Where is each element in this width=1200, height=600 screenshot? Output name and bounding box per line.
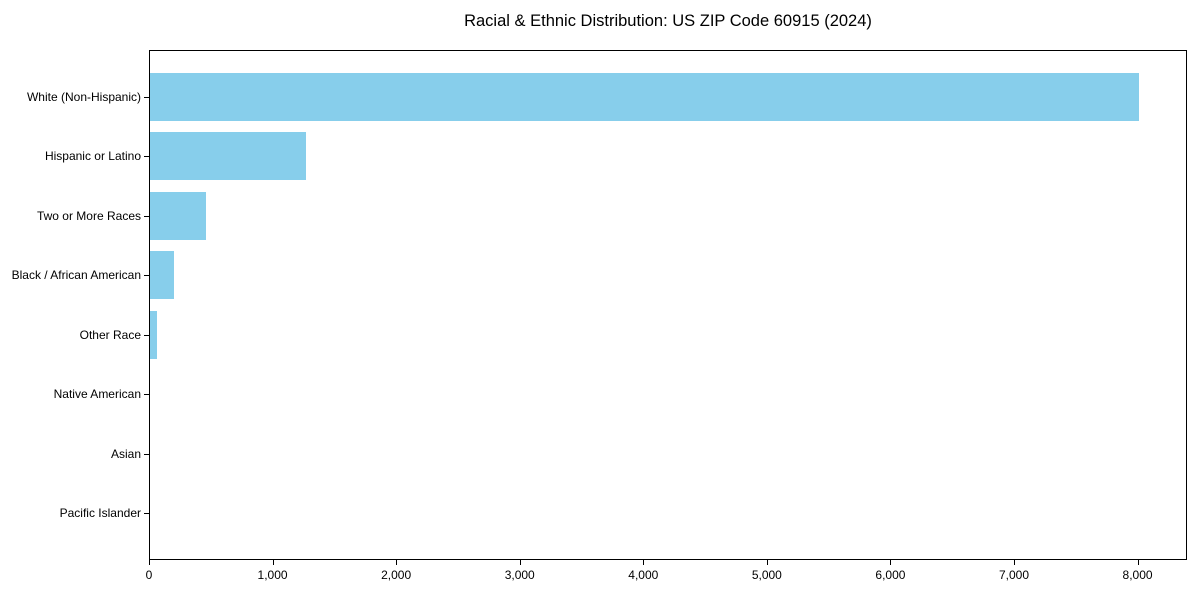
x-tick-label: 3,000	[504, 568, 535, 582]
x-tick-label: 0	[145, 568, 153, 582]
y-tick-label: Hispanic or Latino	[44, 149, 141, 164]
bar-black-african-american	[150, 251, 174, 300]
x-tick-label: 4,000	[628, 568, 659, 582]
y-tick-label: Two or More Races	[36, 208, 141, 223]
y-tick-label: Other Race	[79, 327, 141, 342]
y-tick-mark	[144, 335, 149, 336]
y-tick-mark	[144, 394, 149, 395]
y-tick-mark	[144, 156, 149, 157]
x-tick-mark	[149, 560, 150, 565]
x-tick-label: 8,000	[1122, 568, 1153, 582]
bar-two-or-more-races	[150, 191, 206, 240]
y-tick-label: Pacific Islander	[59, 506, 141, 521]
plot-area	[149, 50, 1187, 560]
x-tick-label: 6,000	[875, 568, 906, 582]
x-tick-mark	[273, 560, 274, 565]
x-tick-label: 1,000	[257, 568, 288, 582]
x-tick-label: 7,000	[998, 568, 1030, 582]
x-tick-label: 5,000	[751, 568, 782, 582]
x-tick-mark	[1138, 560, 1139, 565]
x-tick-mark	[643, 560, 644, 565]
y-tick-mark	[144, 454, 149, 455]
y-tick-label: Black / African American	[11, 268, 141, 283]
bar-white-non-hispanic	[150, 72, 1139, 121]
x-tick-mark	[1014, 560, 1015, 565]
y-tick-mark	[144, 275, 149, 276]
y-tick-mark	[144, 97, 149, 98]
bar-hispanic-or-latino	[150, 132, 306, 181]
y-tick-label: Asian	[110, 446, 141, 461]
bar-other-race	[150, 310, 157, 359]
x-tick-mark	[767, 560, 768, 565]
chart-title: Racial & Ethnic Distribution: US ZIP Cod…	[464, 12, 872, 30]
x-tick-mark	[396, 560, 397, 565]
x-tick-label: 2,000	[381, 568, 412, 582]
y-tick-label: Native American	[53, 387, 141, 402]
y-tick-label: White (Non-Hispanic)	[26, 89, 141, 104]
y-tick-mark	[144, 216, 149, 217]
x-tick-mark	[520, 560, 521, 565]
x-tick-mark	[890, 560, 891, 565]
y-tick-mark	[144, 513, 149, 514]
